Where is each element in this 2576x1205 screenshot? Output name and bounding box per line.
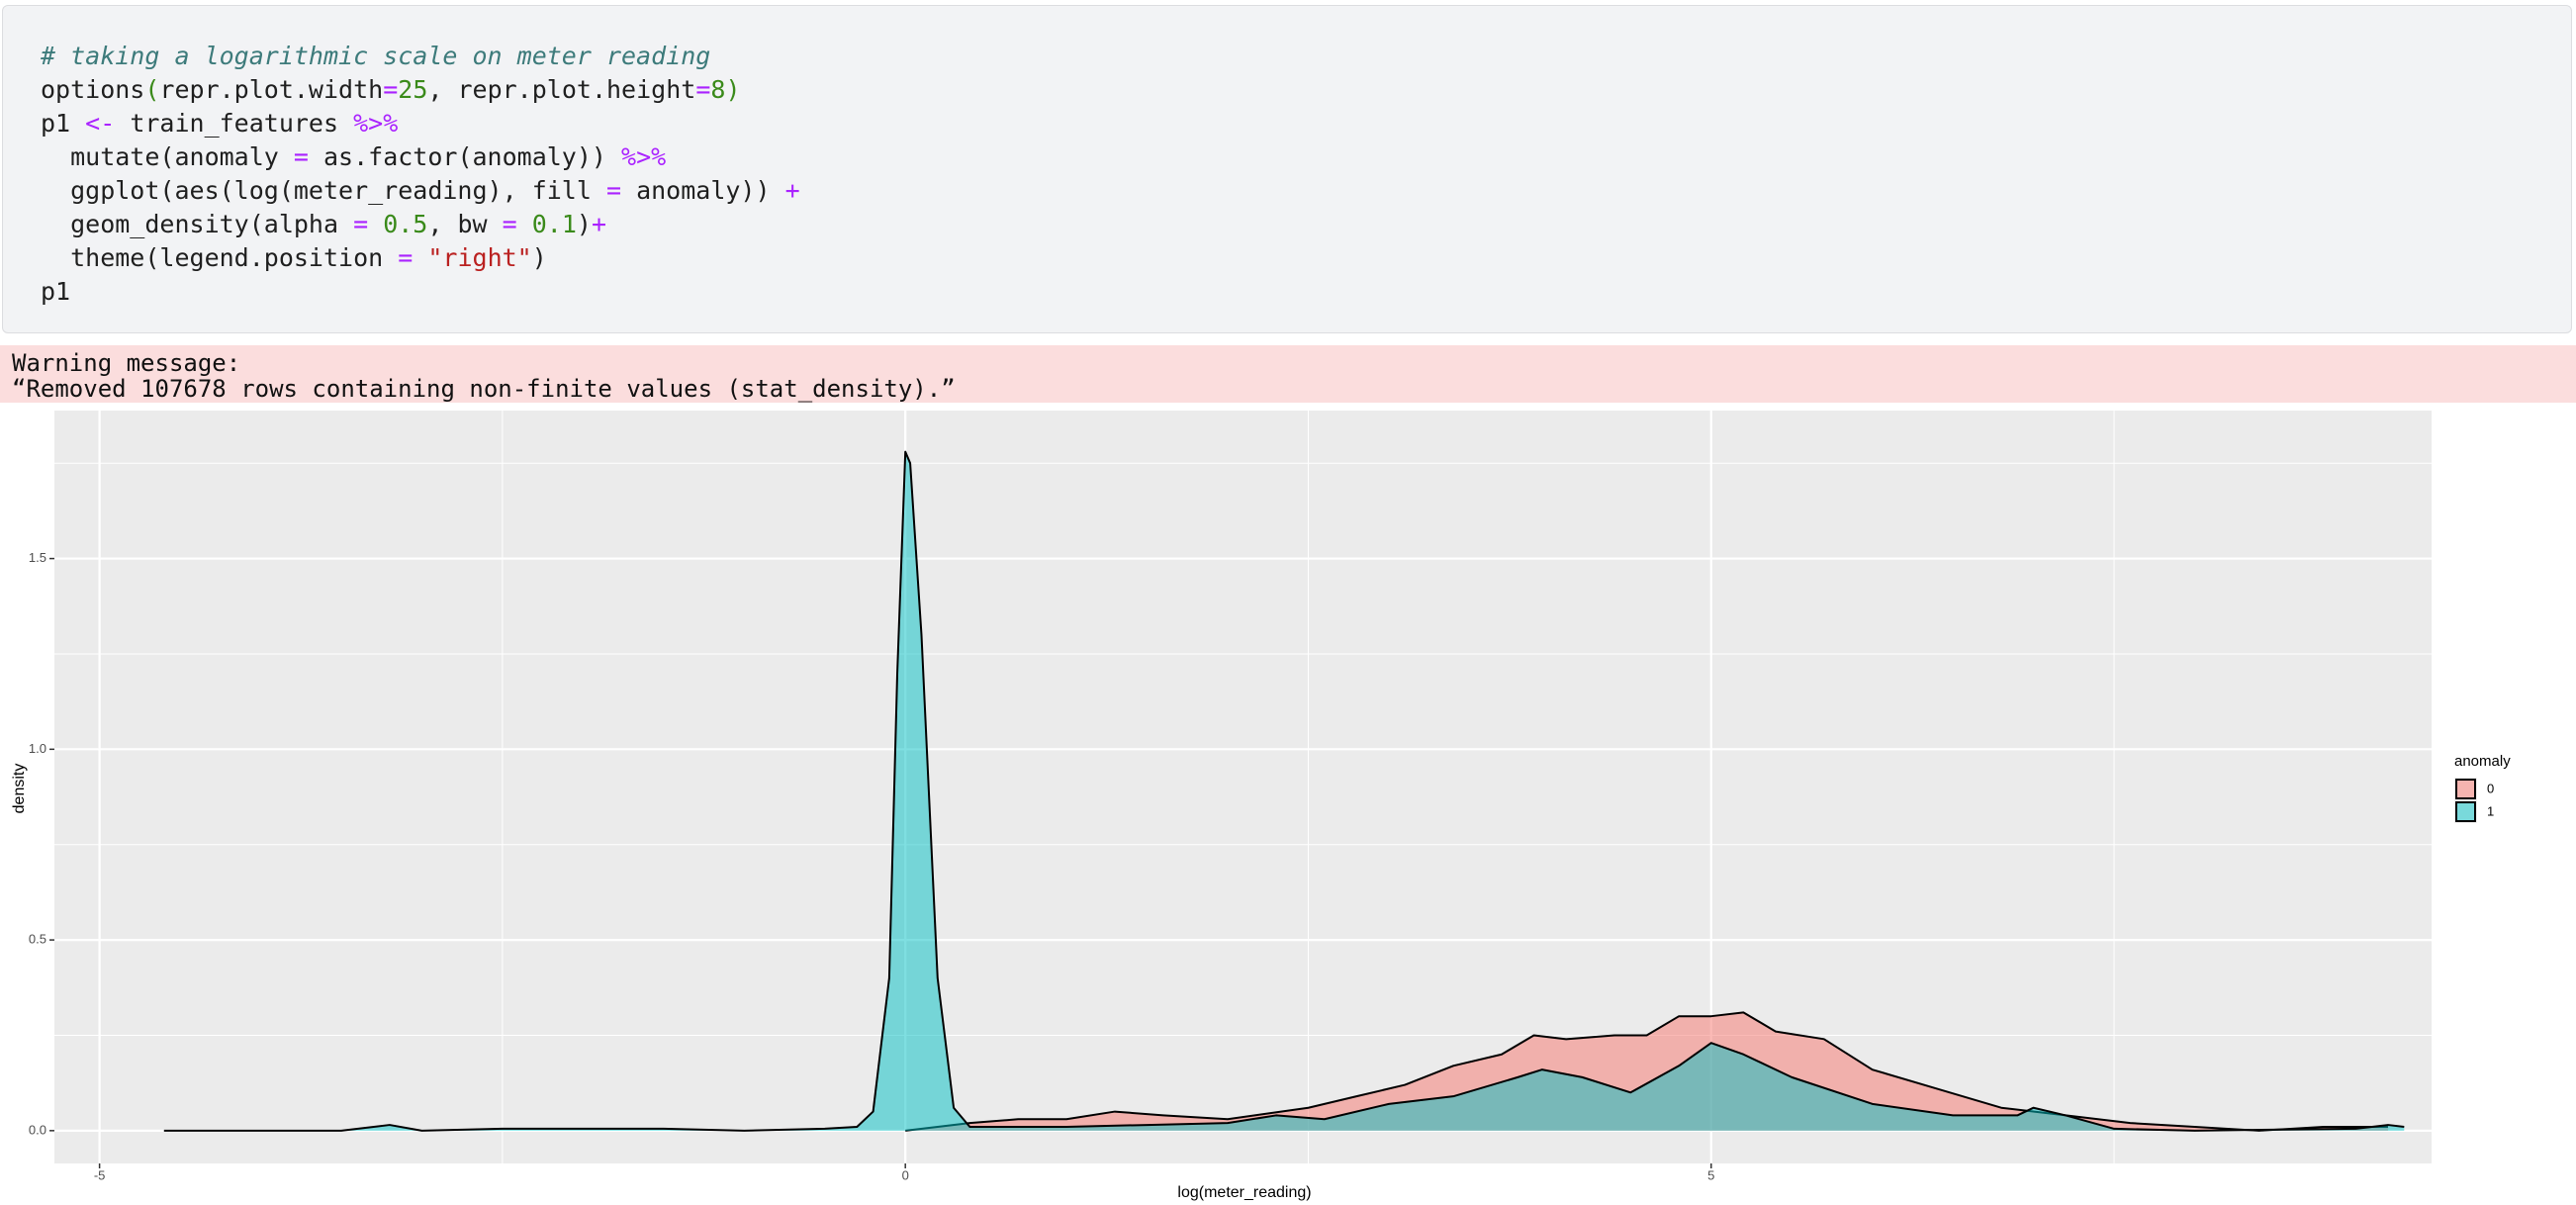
code-token (413, 243, 427, 272)
code-token: mutate(anomaly (41, 142, 294, 171)
code-token: anomaly)) (621, 176, 785, 205)
code-token: ) (725, 75, 741, 104)
code-token: # taking a logarithmic scale on meter re… (41, 42, 711, 70)
legend-label: 0 (2487, 781, 2494, 795)
y-tick-label: 1.0 (29, 741, 46, 756)
y-axis-title: density (11, 764, 28, 814)
y-tick-label: 1.5 (29, 550, 46, 565)
x-tick-label: -5 (94, 1167, 106, 1182)
x-tick-label: 5 (1707, 1167, 1714, 1182)
code-line: ggplot(aes(log(meter_reading), fill = an… (41, 174, 2571, 208)
code-token: ) (531, 243, 547, 272)
code-token: as.factor(anomaly)) (308, 142, 622, 171)
code-cell: # taking a logarithmic scale on meter re… (2, 5, 2572, 333)
density-area (905, 1012, 2389, 1131)
code-line: theme(legend.position = "right") (41, 241, 2571, 275)
code-token: %>% (621, 142, 667, 171)
warning-output: Warning message: “Removed 107678 rows con… (0, 345, 2576, 403)
x-tick-label: 0 (902, 1167, 909, 1182)
code-token: = (353, 210, 369, 238)
code-token: = (605, 176, 622, 205)
code-token: 25 (398, 75, 428, 104)
code-token: = (293, 142, 309, 171)
code-token: ggplot(aes(log(meter_reading), fill (41, 176, 606, 205)
code-token: = (502, 210, 517, 238)
code-token: + (591, 210, 607, 238)
code-token: 0.5 (383, 210, 428, 238)
code-token: train_features (115, 109, 354, 138)
code-token: 8 (710, 75, 726, 104)
chart: log(meter_reading) density anomaly -5 0 5 0… (11, 411, 2511, 1201)
legend-key (2455, 801, 2476, 822)
code-token: ( (144, 75, 160, 104)
legend-label: 1 (2487, 803, 2494, 818)
panel (54, 411, 2432, 1163)
code-token: repr.plot.width (159, 75, 384, 104)
code-line: p1 (41, 275, 2571, 309)
code-token: 0.1 (531, 210, 577, 238)
code-line: geom_density(alpha = 0.5, bw = 0.1)+ (41, 208, 2571, 241)
y-tick-label: 0.5 (29, 932, 46, 947)
warning-line: Warning message: (12, 349, 241, 377)
density-line (163, 450, 2405, 1132)
code-token: options (41, 75, 145, 104)
code-line: mutate(anomaly = as.factor(anomaly)) %>% (41, 140, 2571, 174)
warning-line: “Removed 107678 rows containing non-fini… (12, 375, 956, 403)
code-token: = (695, 75, 711, 104)
code-token: p1 (41, 277, 71, 306)
code-line: # taking a logarithmic scale on meter re… (41, 40, 2571, 73)
code-token: = (398, 243, 414, 272)
code-token: ) (576, 210, 592, 238)
code-token: <- (85, 109, 116, 138)
legend-key (2455, 779, 2476, 799)
code-token: , repr.plot.height (427, 75, 696, 104)
y-tick-label: 0.0 (29, 1122, 46, 1137)
code-token: %>% (353, 109, 399, 138)
code-token: "right" (427, 243, 532, 272)
code-token (368, 210, 383, 238)
code-line: p1 <- train_features %>% (41, 107, 2571, 140)
code-line: options(repr.plot.width=25, repr.plot.he… (41, 73, 2571, 107)
code-token: + (784, 176, 800, 205)
code-token: theme(legend.position (41, 243, 399, 272)
legend-title: anomaly (2454, 753, 2511, 770)
code-token (517, 210, 532, 238)
code-token: p1 (41, 109, 86, 138)
code-token: , bw (427, 210, 503, 238)
code-token: = (383, 75, 399, 104)
code-token: geom_density(alpha (41, 210, 354, 238)
x-axis-title: log(meter_reading) (1177, 1184, 1311, 1201)
